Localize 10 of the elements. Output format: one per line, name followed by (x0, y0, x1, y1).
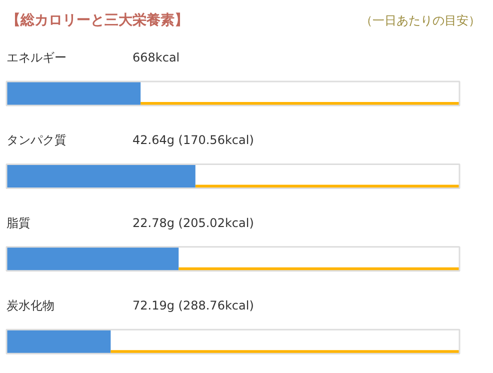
annotation: 42.64g (170.56kcal) (132, 133, 254, 148)
y-tick-label: エネルギー (6, 50, 66, 64)
annotation: 22.78g (205.02kcal) (132, 216, 254, 230)
annotation: 72.19g (288.76kcal) (132, 298, 254, 313)
chart-title: 【総カロリーと三大栄養素】 (6, 12, 188, 28)
chart-subtitle: （一日あたりの目安） (360, 14, 480, 28)
annotation: 668kcal (132, 50, 180, 64)
y-tick-label: タンパク質 (6, 133, 66, 148)
y-tick-label: 脂質 (6, 216, 30, 230)
y-tick-label: 炭水化物 (6, 298, 54, 313)
